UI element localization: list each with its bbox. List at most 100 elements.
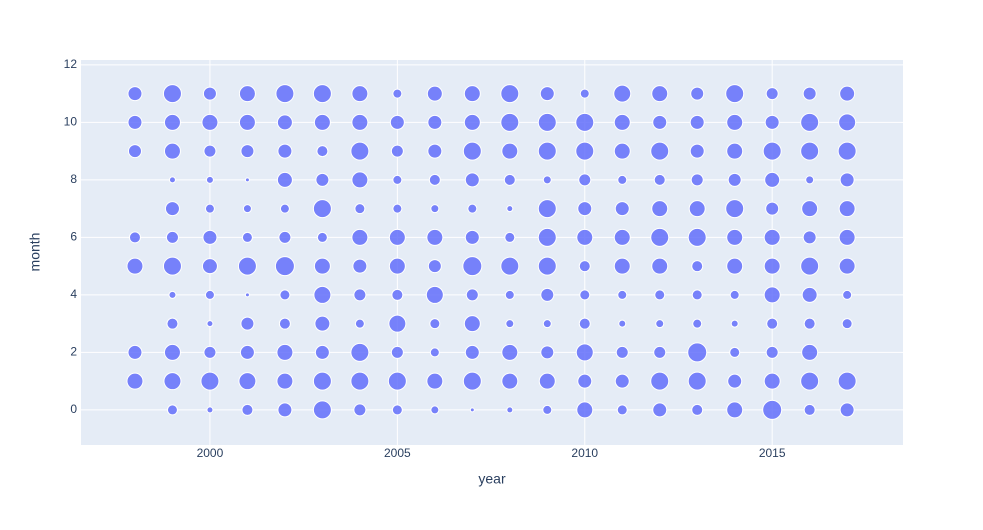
bubble [764, 171, 781, 188]
bubble [690, 86, 705, 101]
bubble [650, 371, 670, 391]
bubble [763, 228, 781, 246]
bubble [837, 371, 857, 391]
bubble [838, 200, 856, 218]
bubble [203, 345, 217, 359]
bubble [389, 114, 405, 130]
y-tick-label: 12 [64, 57, 78, 71]
y-tick-label: 10 [64, 115, 78, 129]
bubble [279, 289, 291, 301]
bubble [429, 318, 441, 330]
bubble [726, 228, 744, 246]
bubble [316, 145, 329, 158]
bubble [467, 203, 478, 214]
bubble [537, 256, 557, 276]
bubble [127, 114, 143, 130]
bubble [726, 401, 744, 419]
bubble [651, 257, 669, 275]
x-tick-label: 2015 [759, 446, 786, 460]
bubble [354, 318, 365, 329]
bubble [426, 228, 444, 246]
bubble [203, 144, 217, 158]
bubble [838, 228, 856, 246]
bubble [353, 288, 367, 302]
bubble [126, 372, 144, 390]
bubble [312, 84, 332, 104]
bubble [725, 199, 745, 219]
bubble [313, 285, 332, 304]
bubble [501, 142, 519, 160]
bubble [430, 405, 440, 415]
bubble [316, 231, 328, 243]
bubble [617, 174, 628, 185]
bubble [729, 289, 740, 300]
bubble [537, 112, 557, 132]
bubble [579, 88, 590, 99]
bubble [613, 84, 632, 103]
bubble [388, 228, 406, 246]
bubble [503, 173, 516, 186]
bubble [613, 113, 631, 131]
bubble [390, 144, 404, 158]
bubble [350, 141, 370, 161]
bubble [839, 85, 856, 102]
bubble [241, 231, 253, 243]
bubble [168, 176, 176, 184]
y-tick-label: 2 [70, 345, 77, 359]
bubble [542, 404, 553, 415]
bubble [801, 286, 818, 303]
bubble [238, 372, 257, 391]
y-tick-label: 4 [70, 287, 77, 301]
bubble [427, 143, 443, 159]
bubble [201, 113, 219, 131]
bubble [465, 288, 479, 302]
bubble [653, 173, 666, 186]
bubble [464, 344, 480, 360]
bubble [127, 344, 143, 360]
bubble [616, 404, 628, 416]
bubble [425, 285, 444, 304]
bubble [690, 173, 704, 187]
bubble [312, 199, 332, 219]
bubble [689, 114, 705, 130]
bubble [163, 372, 182, 391]
bubble [540, 345, 555, 360]
bubble [837, 141, 857, 161]
bubble [163, 113, 181, 131]
bubble [687, 342, 708, 363]
bubble [164, 201, 180, 217]
bubble [763, 286, 781, 304]
x-tick-label: 2010 [571, 446, 598, 460]
bubble [204, 289, 215, 300]
bubble [427, 114, 443, 130]
bubble [277, 402, 293, 418]
bubble [652, 114, 668, 130]
bubble [463, 85, 481, 103]
bubble [614, 373, 630, 389]
bubble [765, 201, 780, 216]
bubble [576, 228, 594, 246]
y-tick-label: 0 [70, 402, 77, 416]
bubble [762, 141, 782, 161]
bubble [314, 315, 331, 332]
bubble [501, 343, 519, 361]
bubble [800, 112, 820, 132]
bubble [313, 257, 331, 275]
bubble [202, 86, 217, 101]
bubble [729, 346, 741, 358]
bubble [800, 256, 820, 276]
bubble [462, 371, 482, 391]
bubble [765, 87, 779, 101]
bubble [463, 113, 481, 131]
bubble [312, 400, 332, 420]
bubble [577, 201, 593, 217]
bubble [687, 227, 707, 247]
bubble [763, 257, 781, 275]
bubble [351, 113, 369, 131]
bubble [353, 403, 367, 417]
bubble [505, 319, 515, 329]
x-tick-label: 2000 [197, 446, 224, 460]
bubble [428, 173, 441, 186]
bubble [426, 85, 443, 102]
y-axis-title: month [27, 233, 43, 272]
